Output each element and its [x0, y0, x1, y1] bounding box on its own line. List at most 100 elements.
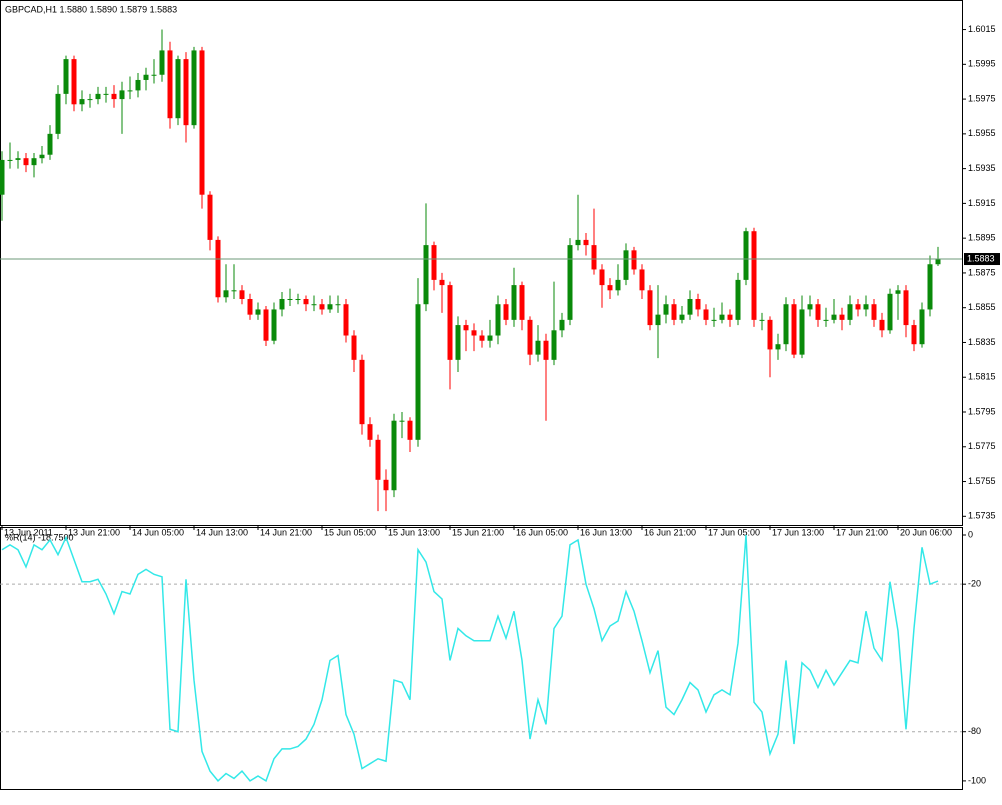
candle-body: [767, 319, 773, 350]
y-tick-label: 1.5795: [968, 406, 996, 416]
candle-body: [919, 309, 925, 345]
main-panel-frame: [0, 0, 963, 526]
candle-body: [319, 304, 325, 310]
candle-body: [791, 304, 797, 355]
candle-body: [279, 299, 285, 310]
x-tick-label: 17 Jun 05:00: [708, 527, 760, 537]
candle-body: [79, 99, 85, 105]
price-label-box: [964, 253, 1000, 266]
candle-body: [223, 290, 229, 298]
candle-body: [903, 290, 909, 326]
candle-body: [463, 325, 469, 331]
x-tick-label: 16 Jun 21:00: [644, 527, 696, 537]
x-tick-label: 15 Jun 05:00: [324, 527, 376, 537]
y-tick-label: 1.6015: [968, 24, 996, 34]
candle-body: [7, 159, 13, 161]
candle-body: [399, 420, 405, 422]
candle-body: [855, 304, 861, 310]
candle-body: [55, 93, 61, 134]
candle-body: [271, 309, 277, 341]
y-tick-label: -20: [968, 579, 981, 589]
candle-body: [327, 304, 333, 310]
candle-body: [207, 194, 213, 240]
candle-body: [607, 285, 613, 291]
y-tick-label: 1.5935: [968, 163, 996, 173]
y-tick-label: 1.5735: [968, 511, 996, 521]
candle-body: [711, 319, 717, 321]
candle-body: [15, 158, 21, 160]
candle-body: [391, 420, 397, 491]
candle-body: [351, 335, 357, 360]
candle-body: [735, 279, 741, 320]
candle-body: [63, 59, 69, 94]
candle-body: [615, 279, 621, 291]
x-tick-label: 16 Jun 13:00: [580, 527, 632, 537]
candle-body: [231, 290, 237, 292]
candle-body: [591, 245, 597, 270]
candle-body: [215, 239, 221, 298]
y-tick-label: 1.5775: [968, 441, 996, 451]
candle-body: [255, 309, 261, 315]
candle-body: [519, 285, 525, 320]
candle-body: [935, 259, 941, 265]
candle-body: [831, 314, 837, 320]
candle-body: [823, 319, 829, 321]
candle-body: [423, 245, 429, 305]
candle-body: [23, 158, 29, 166]
y-tick-label: 1.5755: [968, 476, 996, 486]
candle-body: [375, 439, 381, 480]
x-tick-label: 17 Jun 21:00: [836, 527, 888, 537]
candle-body: [447, 285, 453, 360]
candle-body: [159, 50, 165, 75]
y-tick-label: 1.5835: [968, 337, 996, 347]
candle-body: [703, 309, 709, 320]
candle-body: [39, 154, 45, 159]
candle-body: [47, 133, 53, 155]
candle-body: [487, 335, 493, 341]
candle-body: [759, 319, 765, 321]
y-tick-label: 1.5955: [968, 128, 996, 138]
candle-body: [687, 299, 693, 315]
candle-body: [583, 239, 589, 246]
candle-body: [567, 245, 573, 320]
candle-body: [455, 325, 461, 360]
candle-body: [415, 304, 421, 440]
candle-body: [575, 239, 581, 246]
candle-body: [359, 359, 365, 425]
candle-body: [927, 264, 933, 310]
indicator-panel-frame: [0, 527, 963, 790]
x-tick-label: 13 Jun 21:00: [68, 527, 120, 537]
candle-body: [679, 314, 685, 320]
candle-body: [799, 309, 805, 355]
candle-body: [631, 250, 637, 270]
candle-body: [895, 290, 901, 294]
candle-body: [535, 340, 541, 355]
y-tick-label: 1.5995: [968, 59, 996, 69]
candle-body: [839, 314, 845, 320]
candle-body: [127, 90, 133, 92]
candle-body: [31, 158, 37, 166]
candle-body: [743, 231, 749, 280]
candle-body: [863, 304, 869, 310]
indicator-line: [1, 534, 939, 783]
y-tick-label: 1.5915: [968, 198, 996, 208]
candle-body: [287, 299, 293, 301]
candle-body: [543, 340, 549, 360]
price-label: 1.5883: [967, 253, 995, 263]
candle-body: [103, 93, 109, 95]
candle-body: [887, 293, 893, 331]
candle-body: [783, 304, 789, 345]
y-tick-label: 1.5895: [968, 233, 996, 243]
candle-body: [871, 304, 877, 320]
candle-body: [343, 304, 349, 336]
candle-body: [751, 231, 757, 320]
candle-body: [295, 299, 301, 301]
candle-body: [479, 335, 485, 341]
candle-body: [191, 50, 197, 126]
y-tick-label: -80: [968, 726, 981, 736]
x-tick-label: 20 Jun 06:00: [900, 527, 952, 537]
candle-body: [247, 299, 253, 315]
